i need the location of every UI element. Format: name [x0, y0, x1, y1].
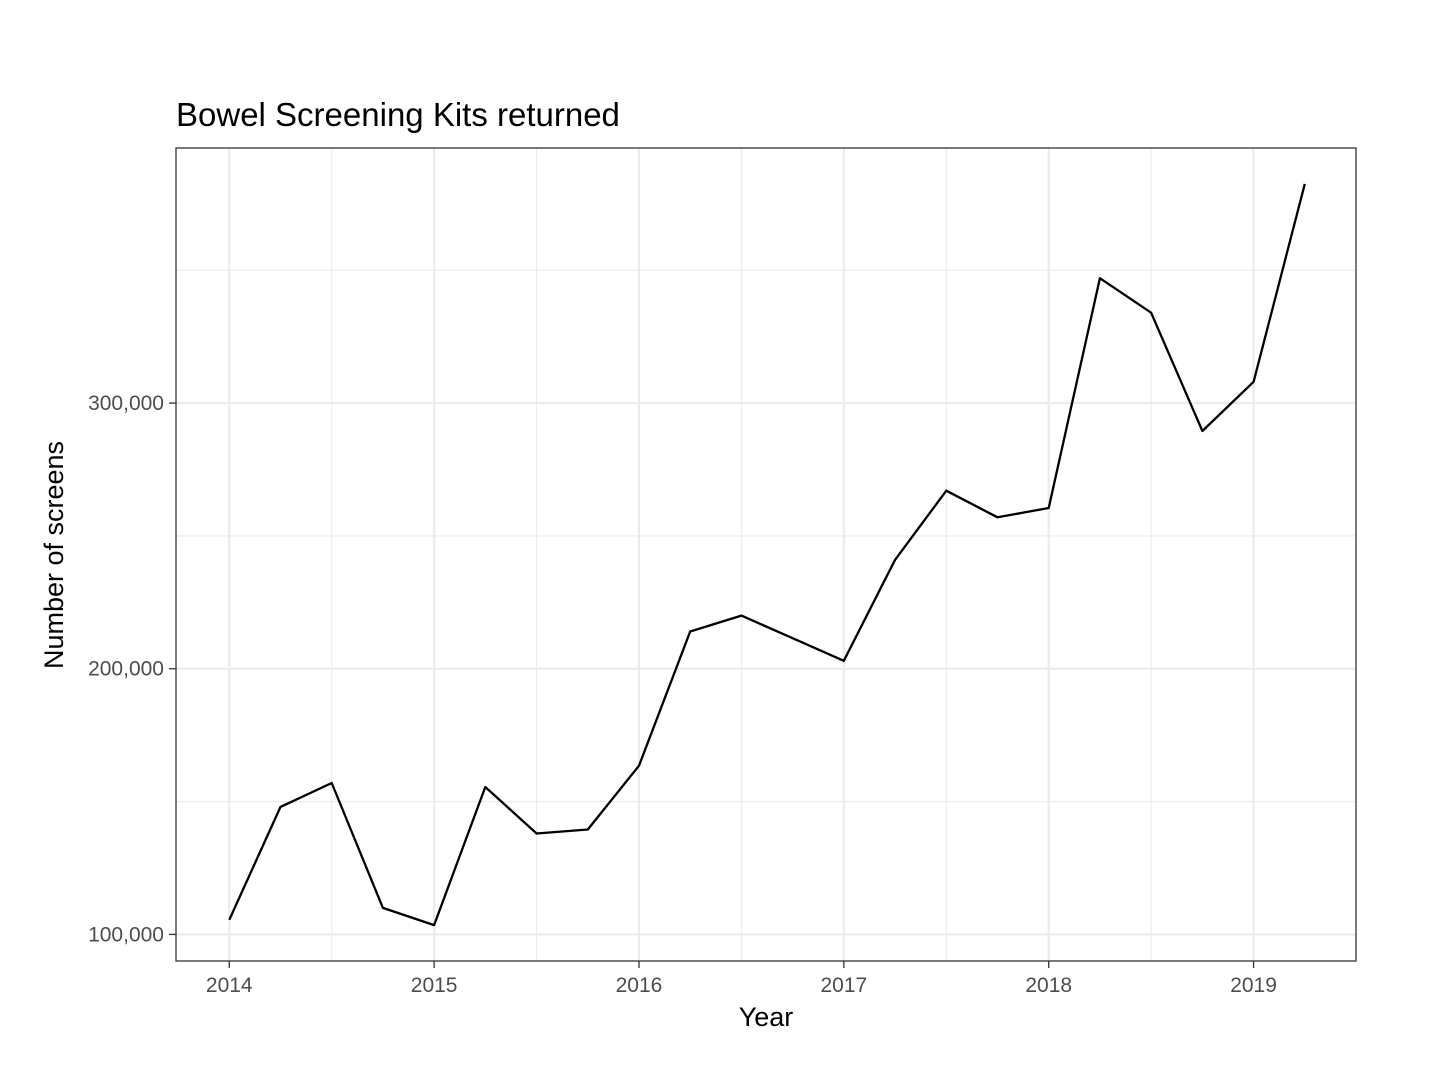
chart-title: Bowel Screening Kits returned	[176, 96, 620, 133]
x-tick-label: 2014	[206, 974, 253, 997]
y-tick-label: 300,000	[88, 392, 164, 415]
x-tick-label: 2017	[820, 974, 867, 997]
x-tick-label: 2018	[1025, 974, 1072, 997]
y-tick-label: 200,000	[88, 658, 164, 681]
major-gridlines	[176, 148, 1356, 961]
y-tick-label: 100,000	[88, 923, 164, 946]
plot-panel-border	[175, 147, 1357, 962]
x-axis-title: Year	[739, 1002, 794, 1032]
series-layer	[228, 183, 1306, 927]
x-tick-label: 2016	[616, 974, 663, 997]
x-tick-label: 2015	[411, 974, 458, 997]
y-axis-title: Number of screens	[39, 441, 69, 669]
x-axis: 2014 2015 2016 2017 2018 2019	[206, 961, 1277, 997]
y-axis: 100,000 200,000 300,000	[88, 392, 176, 946]
minor-gridlines	[176, 148, 1356, 961]
series-line	[228, 183, 1306, 927]
x-tick-label: 2019	[1230, 974, 1277, 997]
